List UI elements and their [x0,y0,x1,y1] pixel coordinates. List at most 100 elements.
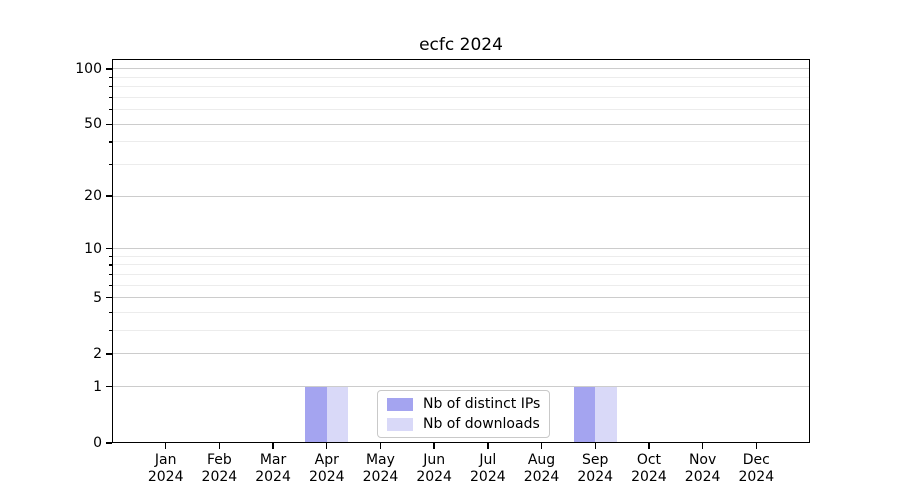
x-tick-label: Aug 2024 [510,452,574,485]
x-axis-tick [433,443,435,449]
x-tick-label-line: 2024 [577,468,614,485]
x-tick-label-line: Feb [206,452,232,468]
y-axis-minor-tick [108,264,112,266]
legend-label: Nb of downloads [423,416,540,432]
gridline-minor [112,255,810,257]
legend-item-nb-of-downloads: Nb of downloads [387,416,540,432]
gridline-major [112,68,810,70]
y-axis-tick [106,247,112,250]
y-tick-label: 10 [84,240,102,257]
gridline-major [112,195,810,197]
x-tick-label: Dec 2024 [724,452,788,485]
x-tick-label-line: 2024 [684,468,721,485]
y-axis-tick [106,297,112,299]
y-axis-minor-tick [108,255,112,257]
y-tick-label: 5 [93,289,102,306]
x-axis-tick [218,443,221,449]
x-tick-label-line: Apr [314,452,339,468]
x-tick-label-line: 2024 [631,468,667,485]
legend: Nb of distinct IPs Nb of downloads [377,390,551,438]
y-axis-minor-tick [108,86,112,88]
y-axis-minor-tick [108,108,112,111]
x-tick-label-line: 2024 [738,468,775,485]
gridline-minor [112,164,810,166]
gridline-minor [112,330,810,332]
x-tick-label: Nov 2024 [671,452,735,485]
y-axis-minor-tick [108,141,112,143]
x-tick-label-line: Oct [636,452,662,468]
gridline-minor [112,284,810,286]
gridline-major [112,248,810,250]
x-axis-tick [755,443,757,449]
x-tick-label: Apr 2024 [295,452,359,485]
x-axis-tick [272,443,274,449]
x-axis-tick [594,443,596,449]
legend-swatch [387,417,413,431]
x-axis-tick [487,443,489,449]
legend-label: Nb of distinct IPs [423,396,541,412]
x-tick-label-line: Dec [742,452,770,468]
y-tick-label: 1 [93,378,102,395]
y-tick-label: 100 [75,60,102,77]
x-tick-label-line: Nov [688,452,717,468]
y-axis-tick [106,386,112,388]
x-tick-label-line: Sep [582,452,609,468]
x-axis-tick [379,443,382,449]
y-tick-label: 0 [93,435,102,451]
x-tick-label: Jul 2024 [456,452,520,485]
x-tick-label: Mar 2024 [241,452,305,485]
y-axis-minor-tick [108,311,112,314]
legend-swatch [387,397,413,411]
x-tick-label-line: Jul [479,452,497,468]
y-axis-tick [106,353,112,355]
gridline-major [112,386,810,388]
x-tick-label-line: 2024 [255,468,291,485]
x-axis-tick [164,443,167,449]
gridline-major [112,297,810,299]
y-axis-tick [106,68,112,70]
y-axis-tick [106,195,112,197]
x-tick-label-line: 2024 [416,468,452,485]
x-tick-label-line: 2024 [308,468,345,485]
gridline-minor [112,86,810,88]
x-tick-label-line: 2024 [523,468,560,485]
bar-nb-of-distinct-ips-sep-2024 [573,386,596,443]
x-tick-label: May 2024 [348,452,412,485]
x-axis-tick [701,443,704,449]
y-tick-label: 2 [93,345,102,362]
gridline-minor [112,141,810,143]
x-tick-label-line: Jun [423,452,446,468]
gridline-minor [112,76,810,78]
x-axis-tick [326,443,328,449]
legend-item-nb-of-distinct-ips: Nb of distinct IPs [387,396,540,412]
bar-nb-of-downloads-sep-2024 [595,386,617,443]
y-axis-tick [106,442,112,444]
x-tick-label: Jan 2024 [134,452,198,485]
gridline-minor [112,312,810,313]
chart-title: ecfc 2024 [419,35,503,55]
x-tick-label-line: 2024 [470,468,506,485]
x-tick-label-line: May [365,452,395,468]
y-axis-minor-tick [108,329,112,332]
y-axis-minor-tick [108,163,112,166]
bar-nb-of-downloads-apr-2024 [326,386,349,443]
gridline-minor [112,109,810,111]
x-tick-label: Oct 2024 [617,452,681,485]
y-axis-tick [106,123,112,125]
y-tick-label: 50 [84,116,102,133]
bar-nb-of-distinct-ips-apr-2024 [305,386,327,443]
y-axis-minor-tick [108,96,112,99]
x-axis-tick [648,443,650,449]
x-tick-label: Feb 2024 [187,452,251,485]
x-tick-label-line: 2024 [201,468,238,485]
x-tick-label-line: Jan [154,452,177,468]
x-tick-label-line: 2024 [362,468,399,485]
x-tick-label-line: Mar [259,452,287,468]
gridline-minor [112,264,810,266]
y-axis-minor-tick [108,284,112,286]
gridline-minor [112,273,810,275]
x-tick-label: Sep 2024 [563,452,627,485]
x-tick-label-line: Aug [527,452,556,468]
gridline-minor [112,96,810,98]
